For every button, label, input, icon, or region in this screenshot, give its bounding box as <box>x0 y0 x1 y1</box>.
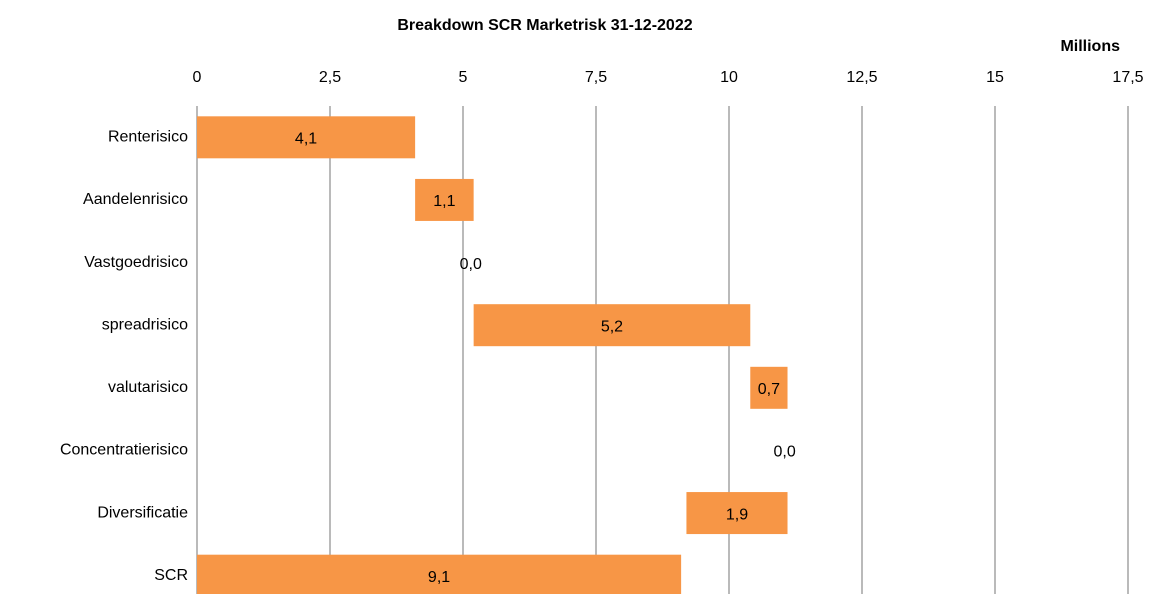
x-tick-label: 10 <box>720 69 738 86</box>
y-tick-label: Diversificatie <box>97 504 188 521</box>
bar <box>415 178 474 221</box>
x-tick-label: 7,5 <box>585 69 607 86</box>
y-tick-label: Vastgoedrisico <box>84 254 188 271</box>
bar <box>197 554 682 594</box>
bar <box>750 366 788 409</box>
data-label: 0,7 <box>758 381 780 398</box>
bar <box>197 116 416 159</box>
y-tick-label: Aandelenrisico <box>83 191 188 208</box>
data-label: 0,0 <box>460 256 482 273</box>
x-tick-label: 15 <box>986 69 1004 86</box>
y-tick-label: spreadrisico <box>102 316 188 333</box>
bar <box>473 304 751 347</box>
chart-title: Breakdown SCR Marketrisk 31-12-2022 <box>397 17 692 34</box>
data-label: 9,1 <box>428 569 450 586</box>
x-tick-label: 17,5 <box>1112 69 1143 86</box>
unit-label: Millions <box>1060 38 1120 55</box>
y-tick-label: valutarisico <box>108 379 188 396</box>
x-tick-label: 2,5 <box>319 69 341 86</box>
x-tick-label: 5 <box>459 69 468 86</box>
data-label: 1,1 <box>433 193 455 210</box>
x-tick-label: 0 <box>193 69 202 86</box>
bar <box>686 492 788 535</box>
data-label: 1,9 <box>726 506 748 523</box>
data-label: 0,0 <box>774 444 796 461</box>
y-tick-label: Concentratierisico <box>60 442 188 459</box>
y-tick-label: SCR <box>154 567 188 584</box>
data-label: 4,1 <box>295 131 317 148</box>
data-label: 5,2 <box>601 318 623 335</box>
x-tick-label: 12,5 <box>846 69 877 86</box>
y-tick-label: Renterisico <box>108 129 188 146</box>
